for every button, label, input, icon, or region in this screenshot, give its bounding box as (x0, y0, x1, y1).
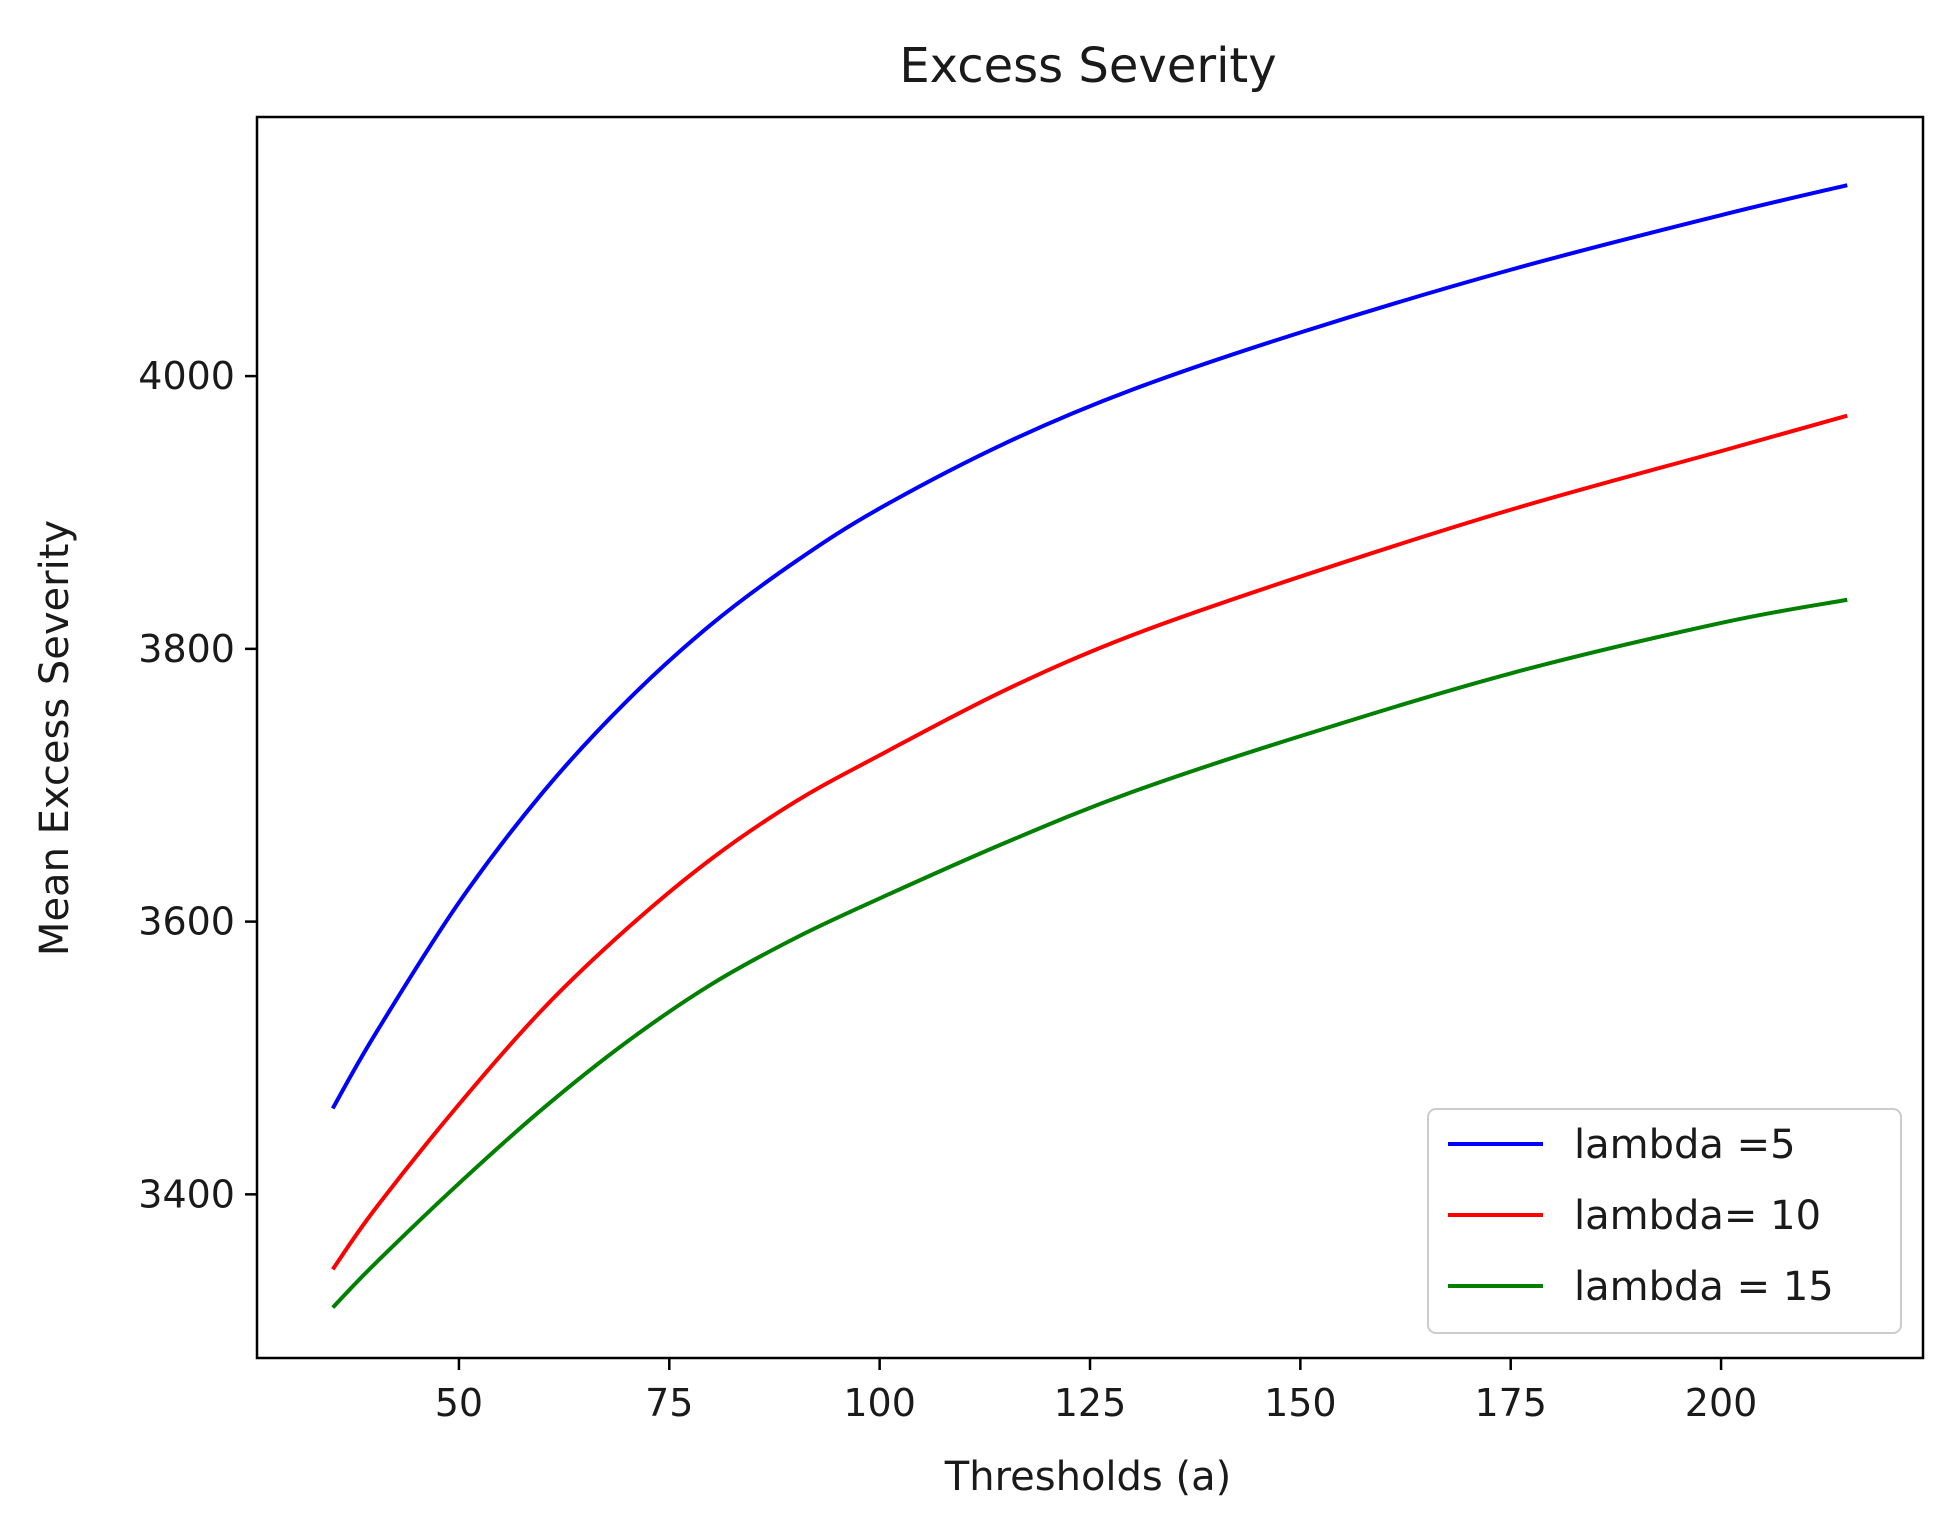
x-tick-label: 150 (1264, 1381, 1337, 1425)
x-axis-label: Thresholds (a) (944, 1454, 1231, 1500)
series-line-3 (331, 597, 1848, 1309)
legend-label-3: lambda = 15 (1574, 1264, 1834, 1310)
y-tick-label: 3600 (138, 900, 235, 944)
y-tick-label: 3800 (138, 627, 235, 671)
chart-title: Excess Severity (899, 38, 1276, 94)
series-lines (330, 183, 1848, 1309)
series-line-2 (331, 413, 1848, 1271)
legend-box (1427, 1108, 1902, 1334)
legend-label-2: lambda= 10 (1574, 1193, 1821, 1239)
x-tick-label: 75 (645, 1381, 693, 1425)
x-tick-label: 100 (843, 1381, 916, 1425)
legend: lambda =5 lambda= 10 lambda = 15 (1427, 1108, 1902, 1334)
y-axis-label: Mean Excess Severity (32, 520, 78, 956)
legend-label-1: lambda =5 (1574, 1122, 1796, 1168)
series-line-1 (330, 183, 1848, 1110)
x-tick-label: 200 (1685, 1381, 1758, 1425)
y-tick-label: 4000 (138, 354, 235, 398)
x-tick-label: 125 (1054, 1381, 1127, 1425)
y-axis-ticks: 3400 3600 3800 4000 (138, 354, 257, 1216)
x-tick-label: 175 (1474, 1381, 1547, 1425)
legend-entries: lambda =5 lambda= 10 lambda = 15 (1448, 1122, 1834, 1310)
y-tick-label: 3400 (138, 1172, 235, 1216)
x-axis-ticks: 50 75 100 125 150 175 200 (435, 1358, 1758, 1425)
x-tick-label: 50 (435, 1381, 483, 1425)
